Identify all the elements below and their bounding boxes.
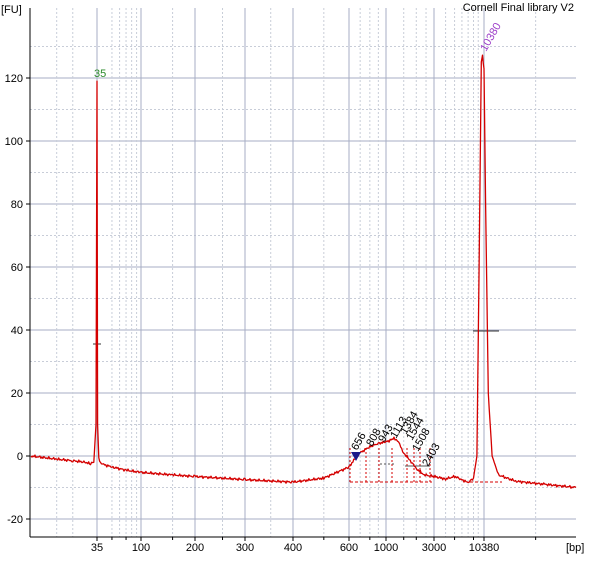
chart-title: Cornell Final library V2	[463, 2, 574, 14]
x-tick-label: 100	[132, 542, 150, 554]
peak-label: 35	[94, 68, 106, 80]
y-tick-label: 20	[11, 388, 23, 400]
series-trace	[30, 54, 577, 489]
x-axis-unit: [bp]	[566, 542, 584, 554]
series-traces	[30, 54, 577, 489]
y-axis-unit: [FU]	[1, 4, 22, 16]
y-tick-label: 40	[11, 325, 23, 337]
x-tick-label: 400	[284, 542, 302, 554]
x-tick-label: 10380	[469, 542, 500, 554]
y-tick-labels: -20 0 20 40 60 80 100 120	[5, 73, 30, 526]
x-tick-label: 200	[186, 542, 204, 554]
axes	[29, 8, 576, 538]
y-tick-label: -20	[7, 514, 23, 526]
y-tick-label: 120	[5, 73, 23, 85]
x-tick-label: 1000	[374, 542, 398, 554]
x-tick-label: 300	[236, 542, 254, 554]
y-tick-label: 0	[17, 451, 23, 463]
y-tick-label: 60	[11, 262, 23, 274]
y-tick-label: 100	[5, 136, 23, 148]
x-tick-labels: 35 100 200 300 400 600 1000 3000 10380	[91, 537, 537, 554]
y-tick-label: 80	[11, 199, 23, 211]
x-tick-label: 35	[91, 542, 103, 554]
x-tick-label: 3000	[422, 542, 446, 554]
smear-start-marker	[351, 452, 361, 461]
x-tick-label: 600	[340, 542, 358, 554]
